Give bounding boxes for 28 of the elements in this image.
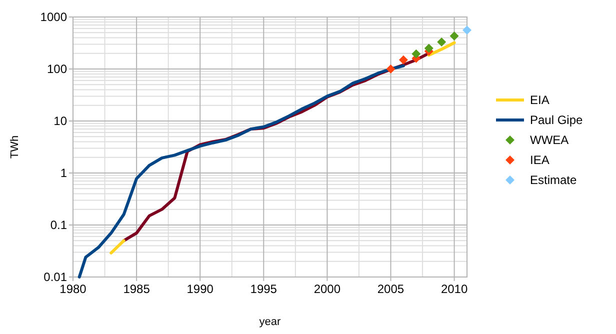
y-tick-label: 0.1 bbox=[50, 218, 68, 232]
point bbox=[462, 26, 472, 35]
point bbox=[386, 64, 396, 74]
x-tick-label: 2000 bbox=[314, 282, 341, 296]
legend-label: Estimate bbox=[530, 173, 578, 188]
legend-label: IEA bbox=[530, 153, 550, 168]
x-tick-label: 2005 bbox=[377, 282, 404, 296]
point bbox=[450, 32, 459, 41]
point bbox=[398, 55, 408, 64]
point bbox=[424, 44, 434, 53]
x-tick-label: 1985 bbox=[123, 282, 150, 296]
y-tick-label: 1000 bbox=[40, 10, 68, 24]
y-tick-label: 100 bbox=[46, 62, 68, 76]
x-tick-label: 1990 bbox=[186, 282, 214, 296]
x-tick-label: 2010 bbox=[440, 282, 468, 296]
legend-label: WWEA bbox=[530, 133, 569, 148]
x-tick-label: 1980 bbox=[60, 282, 87, 296]
y-tick-label: 0.01 bbox=[44, 270, 68, 284]
y-tick-label: 1 bbox=[60, 166, 68, 180]
point bbox=[412, 49, 421, 58]
line-series bbox=[78, 64, 405, 278]
legend-label: Paul Gipe bbox=[530, 113, 584, 128]
y-axis-title: TWh bbox=[9, 135, 21, 159]
legend-label: EIA bbox=[530, 93, 550, 108]
point bbox=[437, 38, 446, 47]
x-axis-title: year bbox=[259, 316, 282, 328]
y-tick-label: 10 bbox=[54, 114, 68, 128]
x-tick-label: 1995 bbox=[250, 282, 278, 296]
